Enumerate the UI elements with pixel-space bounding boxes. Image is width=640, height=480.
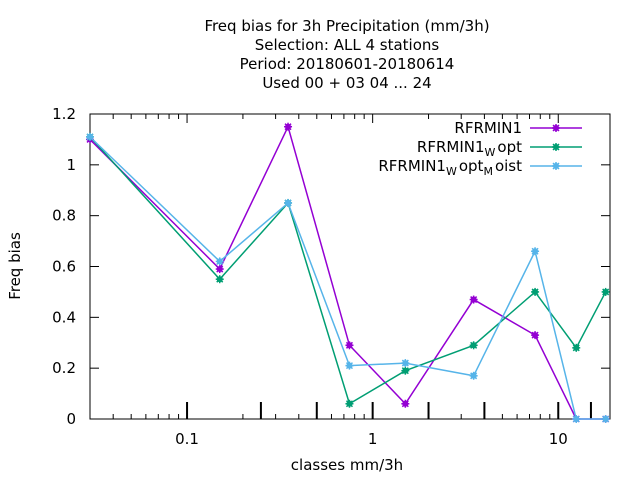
data-point-series-3	[401, 359, 410, 368]
x-tick-label: 1	[368, 430, 378, 448]
legend-label: RFRMIN1	[454, 119, 522, 137]
data-point-series-2	[601, 287, 610, 296]
y-tick-label: 0.6	[52, 258, 76, 276]
title-line: Period: 20180601-20180614	[240, 55, 455, 73]
legend-marker	[552, 162, 560, 170]
title-line: Selection: ALL 4 stations	[255, 36, 440, 54]
data-point-series-3	[572, 415, 581, 423]
data-point-series-1	[401, 399, 410, 408]
data-point-series-1	[469, 295, 478, 304]
data-point-series-3	[284, 198, 293, 207]
legend-label: RFRMIN1W optM oist	[378, 157, 522, 178]
data-point-series-2	[401, 366, 410, 375]
plot-series	[86, 122, 610, 423]
series-line-3	[89, 136, 606, 420]
legend-marker	[552, 143, 560, 151]
data-point-series-1	[531, 331, 540, 340]
data-point-series-3	[601, 415, 610, 423]
legend-label: RFRMIN1W opt	[417, 138, 522, 159]
data-point-series-2	[469, 341, 478, 350]
data-point-series-2	[531, 287, 540, 296]
data-point-series-3	[469, 371, 478, 380]
data-point-series-2	[345, 399, 354, 408]
data-point-series-3	[345, 361, 354, 370]
data-point-series-3	[215, 257, 224, 266]
data-point-series-1	[284, 122, 293, 131]
axes: 0 0.2 0.4 0.6 0.8 1 1.2 0.1 1 10	[52, 105, 610, 448]
y-tick-label: 0.8	[52, 207, 76, 225]
data-point-series-1	[345, 341, 354, 350]
y-tick-label: 0.4	[52, 308, 76, 326]
data-point-series-2	[572, 343, 581, 352]
y-tick-label: 1	[66, 156, 76, 174]
title-line: Freq bias for 3h Precipitation (mm/3h)	[204, 17, 489, 35]
data-point-series-1	[215, 265, 224, 274]
data-point-series-3	[531, 247, 540, 256]
y-tick-label: 0	[66, 410, 76, 428]
x-tick-label: 10	[549, 430, 568, 448]
data-point-series-3	[86, 132, 94, 141]
y-tick-label: 0.2	[52, 359, 76, 377]
x-axis-label: classes mm/3h	[291, 456, 403, 474]
data-point-series-2	[215, 275, 224, 284]
plot-frame	[89, 113, 611, 420]
x-tick-label: 0.1	[175, 430, 199, 448]
series-line-1	[89, 124, 606, 420]
y-tick-label: 1.2	[52, 105, 76, 123]
title-line: Used 00 + 03 04 ... 24	[262, 74, 431, 92]
chart-title: Freq bias for 3h Precipitation (mm/3h)Se…	[204, 17, 489, 92]
y-axis-label: Freq bias	[6, 232, 24, 300]
legend-marker	[552, 124, 560, 132]
